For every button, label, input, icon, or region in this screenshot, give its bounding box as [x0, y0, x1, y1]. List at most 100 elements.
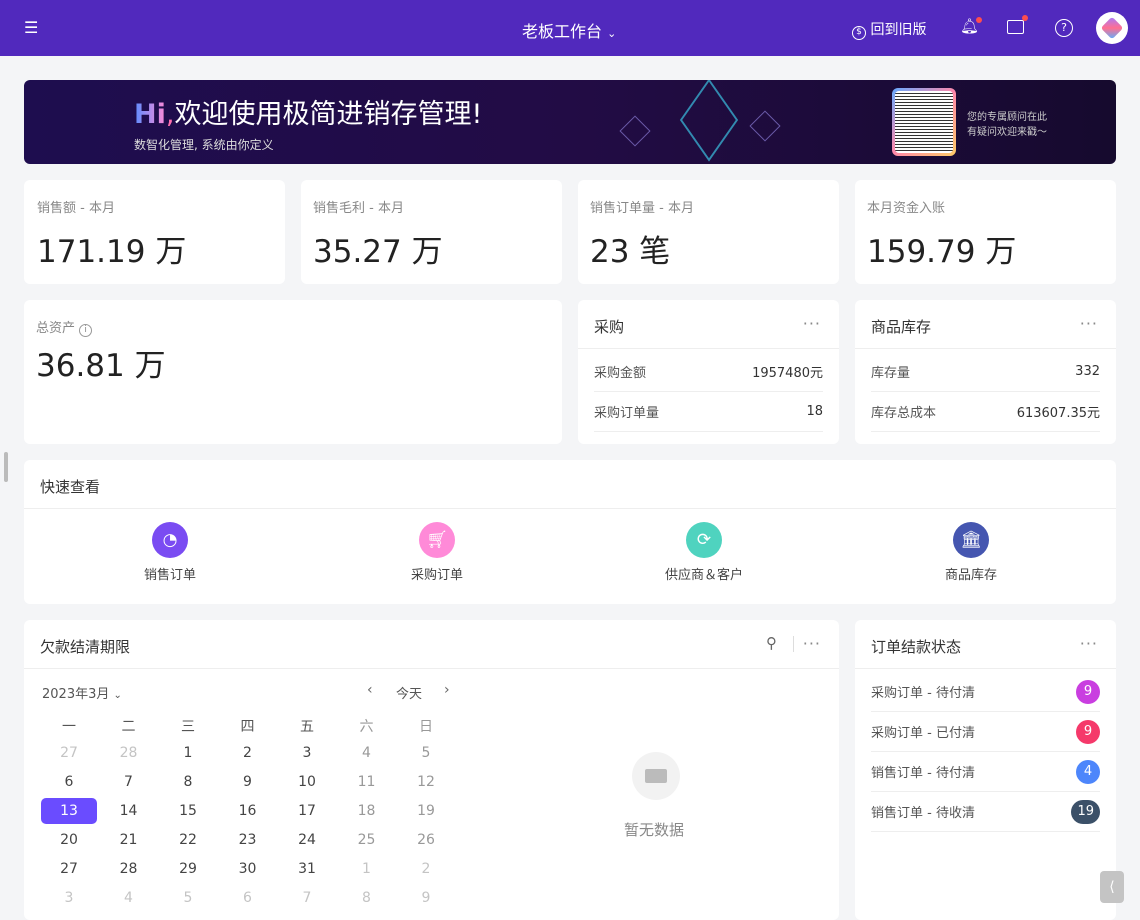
status-row[interactable]: 销售订单 - 待付清 4: [871, 752, 1100, 792]
status-row[interactable]: 采购订单 - 已付清 9: [871, 712, 1100, 752]
old-version-label: 回到旧版: [870, 22, 927, 38]
today-button[interactable]: 今天: [396, 687, 423, 702]
status-row[interactable]: 采购订单 - 待付清 9: [871, 672, 1100, 712]
quick-purchase-orders[interactable]: 🛒︎ 采购订单: [377, 522, 497, 583]
count-badge: 9: [1076, 719, 1100, 744]
calendar-day[interactable]: 3: [302, 745, 312, 761]
calendar-day[interactable]: 1: [362, 861, 371, 877]
calendar-day[interactable]: 8: [183, 774, 193, 790]
calendar-day[interactable]: 2: [421, 861, 431, 877]
more-icon[interactable]: ···: [802, 634, 821, 653]
calendar-day[interactable]: 5: [183, 890, 193, 906]
calendar-day[interactable]: 2: [243, 745, 252, 761]
next-month-icon[interactable]: ›: [444, 682, 450, 698]
calendar-day[interactable]: 7: [124, 774, 133, 790]
purchase-card: 采购 ··· 采购金额 1957480元 采购订单量 18: [578, 300, 839, 444]
calendar-day[interactable]: 14: [119, 803, 138, 819]
month-select[interactable]: 2023年3月 ⌄: [42, 683, 122, 702]
inbox-icon[interactable]: [1007, 15, 1028, 34]
calendar-day[interactable]: 26: [417, 832, 435, 848]
more-icon[interactable]: ···: [1079, 314, 1098, 333]
calendar-day[interactable]: 6: [243, 890, 252, 906]
status-row[interactable]: 销售订单 - 待收清 19: [871, 792, 1100, 832]
calendar-day[interactable]: 17: [298, 803, 316, 819]
divider: [855, 668, 1116, 669]
month-label: 2023年3月: [42, 687, 110, 702]
calendar-day[interactable]: 16: [238, 803, 257, 819]
banner-headline: Hi,欢迎使用极简进销存管理!: [134, 92, 482, 131]
notification-dot: [1022, 15, 1028, 21]
prev-month-icon[interactable]: ‹: [367, 682, 373, 698]
calendar-day[interactable]: 5: [421, 745, 431, 761]
calendar-day[interactable]: 30: [238, 861, 257, 877]
stat-card-order-count[interactable]: 销售订单量 - 本月 23 笔: [578, 180, 839, 284]
calendar-day[interactable]: 22: [179, 832, 197, 848]
calendar-day[interactable]: 27: [60, 745, 78, 761]
calendar-day[interactable]: 12: [417, 774, 435, 790]
quick-label: 采购订单: [410, 568, 463, 583]
more-icon[interactable]: ···: [1079, 634, 1098, 653]
quick-inventory[interactable]: 🏛︎ 商品库存: [911, 522, 1031, 583]
help-icon[interactable]: ?: [1055, 19, 1073, 37]
welcome-banner: Hi,欢迎使用极简进销存管理! 数智化管理, 系统由你定义 您的专属顾问在此 有疑…: [24, 80, 1116, 164]
stat-card-income[interactable]: 本月资金入账 159.79 万: [855, 180, 1116, 284]
calendar-day[interactable]: 9: [421, 890, 431, 906]
status-label: 采购订单 - 已付清: [871, 726, 975, 741]
calendar-day[interactable]: 29: [179, 861, 197, 877]
row-label: 采购金额: [594, 366, 647, 381]
workspace-switcher[interactable]: 老板工作台 ⌄: [522, 18, 616, 42]
dollar-circle-icon: $: [852, 26, 866, 40]
old-version-button[interactable]: $ 回到旧版: [852, 19, 926, 40]
calendar-day[interactable]: 21: [119, 832, 138, 848]
banner-illustration: [584, 80, 834, 164]
calendar-day[interactable]: 15: [179, 803, 197, 819]
stat-label: 销售额 - 本月: [37, 201, 115, 216]
calendar-day-selected[interactable]: 13: [41, 798, 97, 824]
calendar-day[interactable]: 23: [238, 832, 257, 848]
info-icon[interactable]: i: [79, 324, 93, 337]
calendar-day[interactable]: 28: [119, 861, 138, 877]
calendar-day[interactable]: 3: [64, 890, 74, 906]
calendar-day[interactable]: 25: [357, 832, 376, 848]
pie-chart-icon: ◔: [152, 522, 188, 558]
menu-icon[interactable]: ☰: [24, 18, 39, 37]
quick-suppliers-customers[interactable]: ⟳ 供应商＆客户: [644, 522, 764, 583]
bell-icon[interactable]: 🔔︎: [960, 17, 983, 35]
weekday-header: 五: [300, 719, 314, 735]
empty-state-text: 暂无数据: [624, 821, 685, 839]
collapse-panel-button[interactable]: ⟨: [1100, 871, 1124, 903]
stat-card-sales[interactable]: 销售额 - 本月 171.19 万: [24, 180, 285, 284]
calendar-day[interactable]: 31: [298, 861, 316, 877]
calendar-day[interactable]: 4: [124, 890, 133, 906]
empty-inbox-icon: [632, 752, 680, 800]
divider: [855, 348, 1116, 349]
calendar-day[interactable]: 24: [298, 832, 316, 848]
quick-label: 销售订单: [143, 568, 196, 583]
avatar[interactable]: [1096, 12, 1128, 44]
calendar-day[interactable]: 19: [417, 803, 435, 819]
sidebar-resize-handle[interactable]: [4, 452, 8, 482]
calendar-day[interactable]: 7: [302, 890, 312, 906]
calendar-day[interactable]: 28: [119, 745, 138, 761]
stat-value: 171.19 万: [37, 234, 187, 270]
more-icon[interactable]: ···: [802, 314, 821, 333]
stat-card-gross-profit[interactable]: 销售毛利 - 本月 35.27 万: [301, 180, 562, 284]
calendar-day[interactable]: 20: [60, 832, 78, 848]
row-value: 613607.35元: [1016, 406, 1100, 421]
calendar-day[interactable]: 18: [357, 803, 376, 819]
weekday-header: 四: [240, 719, 255, 735]
search-icon[interactable]: ⚲: [766, 634, 777, 652]
calendar-day[interactable]: 8: [362, 890, 371, 906]
weekday-header: 三: [181, 719, 195, 735]
quick-sales-orders[interactable]: ◔ 销售订单: [110, 522, 230, 583]
calendar-day[interactable]: 10: [298, 774, 316, 790]
calendar-day[interactable]: 6: [64, 774, 74, 790]
total-assets-card: 总资产 i 36.81 万: [24, 300, 562, 444]
purchase-amount-row: 采购金额 1957480元: [594, 352, 823, 392]
calendar-day[interactable]: 1: [183, 745, 193, 761]
calendar-day[interactable]: 27: [60, 861, 78, 877]
calendar-day[interactable]: 11: [357, 774, 376, 790]
calendar-day[interactable]: 9: [243, 774, 252, 790]
comma: ,: [165, 99, 175, 130]
calendar-day[interactable]: 4: [362, 745, 371, 761]
